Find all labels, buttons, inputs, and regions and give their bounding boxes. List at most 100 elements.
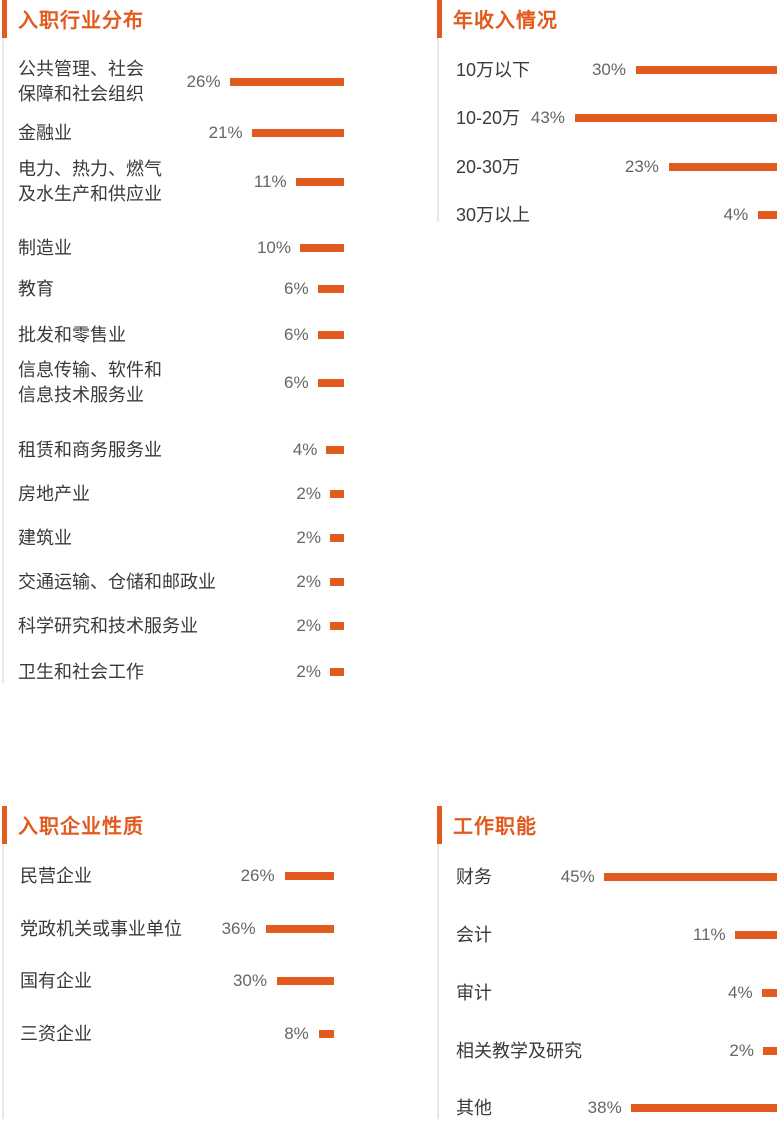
annual-income-panel: 年收入情况 10万以下 30% 10-20万 43% 20-30万 23% 30万以上 4%: [437, 0, 779, 225]
value-bar: [330, 490, 344, 498]
value-bar: [277, 977, 334, 985]
value-bar: [317, 379, 344, 387]
category-label-line: 信息技术服务业: [18, 385, 144, 405]
category-label-line: 其他: [456, 1097, 492, 1118]
value-bar: [763, 1047, 777, 1055]
value-bar: [229, 78, 344, 86]
value-label: 21%: [208, 123, 243, 142]
category-label: 电力、热力、燃气 及水生产和供应业: [18, 157, 162, 207]
value-bar: [330, 668, 344, 676]
value-bar: [330, 622, 344, 630]
panel-guide-line: [2, 38, 4, 683]
value-label: 23%: [624, 157, 659, 176]
value-label: 45%: [560, 867, 595, 886]
value-label: 2%: [296, 572, 321, 591]
value-bar: [330, 534, 344, 542]
title-accent-bar: [2, 806, 7, 844]
category-label-line: 卫生和社会工作: [18, 661, 144, 682]
value-bar: [295, 178, 344, 186]
value-bar: [574, 114, 777, 122]
category-label-line: 建筑业: [18, 527, 72, 548]
category-label: 建筑业: [18, 526, 72, 551]
category-label: 其他: [456, 1096, 492, 1121]
value-label: 10%: [256, 238, 291, 257]
category-label-line: 公共管理、社会: [18, 59, 144, 79]
category-label-line: 批发和零售业: [18, 324, 126, 345]
category-label-line: 会计: [456, 924, 492, 945]
category-label-line: 民营企业: [20, 865, 92, 886]
category-label-line: 30万以上: [456, 204, 531, 225]
category-label-line: 金融业: [18, 122, 72, 143]
category-label-line: 科学研究和技术服务业: [18, 615, 198, 636]
value-label: 30%: [232, 971, 267, 990]
value-bar: [317, 285, 344, 293]
title-accent-bar: [437, 806, 442, 844]
chart-title: 入职企业性质: [18, 816, 144, 838]
chart-title: 年收入情况: [453, 10, 558, 32]
value-bar: [636, 66, 777, 74]
value-label: 2%: [296, 528, 321, 547]
value-bar: [265, 925, 334, 933]
value-label: 6%: [284, 279, 309, 298]
category-label-line: 保障和社会组织: [18, 84, 144, 104]
category-label: 教育: [18, 277, 54, 302]
category-label-line: 三资企业: [20, 1023, 92, 1044]
category-label-line: 电力、热力、燃气: [18, 159, 162, 179]
category-label: 民营企业: [20, 864, 92, 889]
category-label: 批发和零售业: [18, 323, 126, 348]
industry-distribution-panel: 入职行业分布 公共管理、社会 保障和社会组织 26% 金融业 21% 电力、热力、燃气 及水…: [2, 0, 350, 685]
category-label-line: 交通运输、仓储和邮政业: [18, 571, 216, 592]
value-label: 4%: [292, 440, 318, 459]
category-label-line: 国有企业: [20, 970, 92, 991]
value-label: 36%: [221, 919, 256, 938]
title-accent-bar: [2, 0, 7, 38]
value-label: 8%: [284, 1024, 309, 1043]
category-label: 交通运输、仓储和邮政业: [18, 570, 216, 595]
category-label-line: 租赁和商务服务业: [18, 439, 162, 460]
category-label-line: 党政机关或事业单位: [20, 918, 182, 939]
category-label: 租赁和商务服务业: [18, 438, 162, 463]
value-label: 2%: [296, 484, 321, 503]
value-bar: [318, 1030, 334, 1038]
enterprise-type-panel: 入职企业性质 民营企业 26% 党政机关或事业单位 36% 国有企业 30% 三资企业 8%: [2, 806, 350, 1119]
category-label: 金融业: [18, 121, 72, 146]
value-bar: [300, 244, 344, 252]
category-label-line: 10万以下: [456, 59, 531, 80]
category-label: 国有企业: [20, 969, 92, 994]
value-bar: [326, 446, 344, 454]
category-label-line: 教育: [18, 278, 54, 299]
value-label: 43%: [530, 108, 565, 127]
category-label: 相关教学及研究: [456, 1039, 582, 1064]
value-label: 4%: [723, 205, 749, 224]
category-label-line: 20-30万: [456, 156, 521, 177]
value-bar: [761, 989, 777, 997]
value-label: 6%: [284, 373, 309, 392]
category-label-line: 相关教学及研究: [456, 1040, 582, 1061]
category-label: 会计: [456, 923, 492, 948]
category-label-line: 制造业: [18, 237, 72, 258]
value-label: 2%: [296, 616, 321, 635]
value-label: 4%: [728, 983, 753, 1002]
value-label: 26%: [186, 72, 221, 91]
category-label: 10万以下: [456, 58, 530, 83]
category-label: 科学研究和技术服务业: [18, 614, 198, 639]
value-bar: [251, 129, 344, 137]
value-bar: [668, 163, 777, 171]
chart-title: 入职行业分布: [18, 10, 144, 32]
value-bar: [317, 331, 344, 339]
job-function-panel: 工作职能 财务 45% 会计 11% 审计 4% 相关教学及研究 2% 其他 38%: [437, 806, 779, 1119]
panel-guide-line: [437, 844, 439, 1119]
category-label: 卫生和社会工作: [18, 660, 144, 685]
category-label: 10-20万: [456, 106, 520, 131]
value-label: 11%: [692, 925, 726, 944]
category-label: 信息传输、软件和 信息技术服务业: [18, 358, 162, 408]
category-label: 审计: [456, 981, 492, 1006]
chart-title: 工作职能: [453, 816, 537, 838]
value-bar: [630, 1104, 777, 1112]
category-label: 20-30万: [456, 155, 520, 180]
value-label: 2%: [729, 1041, 754, 1060]
value-bar: [734, 931, 777, 939]
value-bar: [284, 872, 334, 880]
category-label: 制造业: [18, 236, 72, 261]
category-label-line: 财务: [456, 866, 492, 887]
